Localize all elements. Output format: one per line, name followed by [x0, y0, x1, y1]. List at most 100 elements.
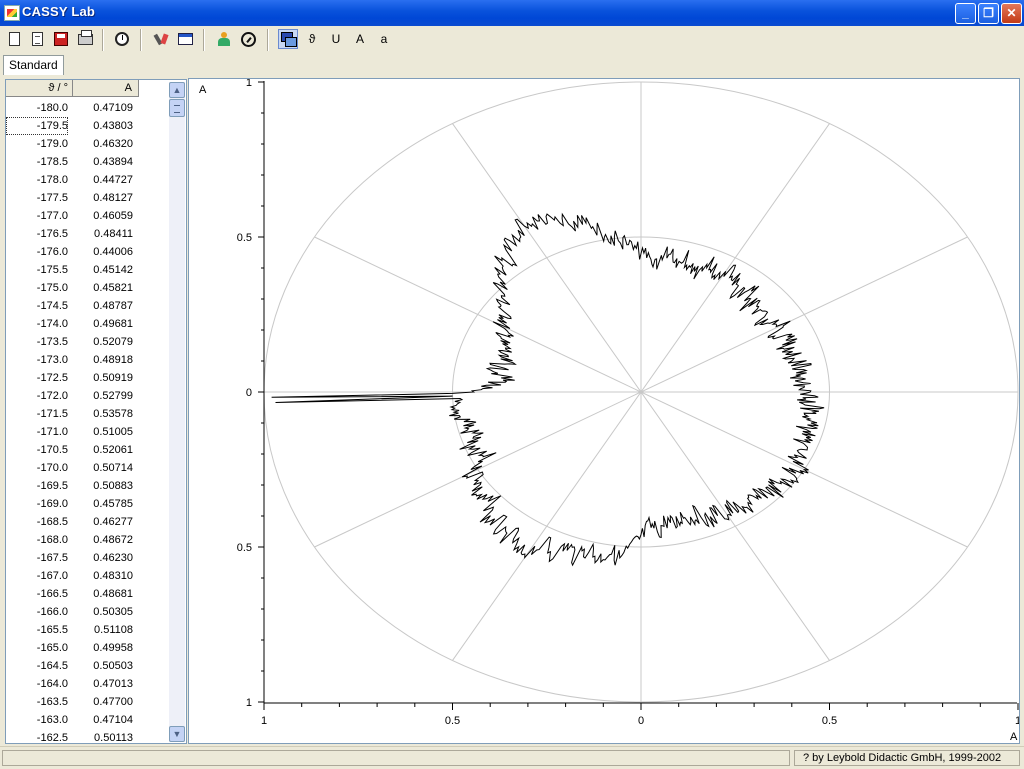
table-row[interactable]: -176.5 0.48411: [6, 225, 166, 243]
scroll-down-button[interactable]: ▼: [169, 726, 185, 742]
cell-amplitude[interactable]: 0.50113: [94, 732, 133, 744]
cell-angle[interactable]: -169.5: [36, 480, 68, 492]
table-row[interactable]: -169.5 0.50883: [6, 477, 166, 495]
cell-amplitude[interactable]: 0.48787: [93, 300, 133, 312]
table-row[interactable]: -165.5 0.51108: [6, 621, 166, 639]
cell-amplitude[interactable]: 0.48127: [93, 192, 133, 204]
print-button[interactable]: [75, 29, 95, 49]
cell-amplitude[interactable]: 0.50919: [93, 372, 133, 384]
cell-angle[interactable]: -178.5: [36, 156, 68, 168]
table-row[interactable]: -163.0 0.47104: [6, 711, 166, 729]
new-button[interactable]: [4, 29, 24, 49]
cell-amplitude[interactable]: 0.49958: [93, 642, 133, 654]
cell-amplitude[interactable]: 0.49681: [93, 318, 133, 330]
table-row[interactable]: -162.5 0.50113: [6, 729, 166, 744]
save-button[interactable]: [51, 29, 71, 49]
table-row[interactable]: -180.0 0.47109: [6, 99, 166, 117]
table-row[interactable]: -163.5 0.47700: [6, 693, 166, 711]
table-row[interactable]: -166.0 0.50305: [6, 603, 166, 621]
cell-angle[interactable]: -164.0: [36, 678, 68, 690]
column-header-angle[interactable]: ϑ / °: [6, 80, 73, 97]
cell-angle[interactable]: -175.5: [36, 264, 68, 276]
cell-amplitude[interactable]: 0.48681: [93, 588, 133, 600]
cell-amplitude[interactable]: 0.46059: [93, 210, 133, 222]
table-row[interactable]: -178.5 0.43894: [6, 153, 166, 171]
cell-angle[interactable]: -171.0: [36, 426, 68, 438]
table-row[interactable]: -167.0 0.48310: [6, 567, 166, 585]
table-row[interactable]: -170.5 0.52061: [6, 441, 166, 459]
cell-angle[interactable]: -180.0: [36, 102, 68, 114]
title-bar[interactable]: CASSY Lab _ ❐ ✕: [0, 0, 1024, 26]
settings-button[interactable]: [151, 29, 171, 49]
table-row[interactable]: -176.0 0.44006: [6, 243, 166, 261]
cell-angle[interactable]: -174.5: [36, 300, 68, 312]
table-row[interactable]: -179.5 0.43803: [6, 117, 166, 135]
table-row[interactable]: -168.5 0.46277: [6, 513, 166, 531]
cell-amplitude[interactable]: 0.52079: [93, 336, 133, 348]
cell-amplitude[interactable]: 0.52061: [93, 444, 133, 456]
cell-angle[interactable]: -166.5: [36, 588, 68, 600]
cell-amplitude[interactable]: 0.47109: [93, 102, 133, 114]
cell-amplitude[interactable]: 0.46277: [93, 516, 133, 528]
table-row[interactable]: -177.5 0.48127: [6, 189, 166, 207]
cell-angle[interactable]: -171.5: [36, 408, 68, 420]
cell-angle[interactable]: -163.0: [36, 714, 68, 726]
cell-angle[interactable]: -173.0: [36, 354, 68, 366]
cell-amplitude[interactable]: 0.43894: [93, 156, 133, 168]
cell-amplitude[interactable]: 0.44006: [93, 246, 133, 258]
cell-angle[interactable]: -175.0: [36, 282, 68, 294]
table-row[interactable]: -179.0 0.46320: [6, 135, 166, 153]
plot-panel[interactable]: A A 1 0.5 0 0.5 1 1 0.5 0 0.5 1: [188, 78, 1020, 744]
table-scrollbar[interactable]: ▲ ▼: [169, 82, 185, 742]
cell-angle[interactable]: -170.5: [36, 444, 68, 456]
cell-angle[interactable]: -168.0: [36, 534, 68, 546]
cell-amplitude[interactable]: 0.46230: [93, 552, 133, 564]
theta-button[interactable]: ϑ: [308, 32, 316, 46]
cell-angle[interactable]: -167.0: [36, 570, 68, 582]
table-row[interactable]: -170.0 0.50714: [6, 459, 166, 477]
cell-angle[interactable]: -168.5: [36, 516, 68, 528]
table-row[interactable]: -174.5 0.48787: [6, 297, 166, 315]
table-row[interactable]: -173.5 0.52079: [6, 333, 166, 351]
cell-angle[interactable]: -178.0: [36, 174, 68, 186]
cell-amplitude[interactable]: 0.45142: [93, 264, 133, 276]
text-a-lower-button[interactable]: a: [380, 32, 388, 46]
cell-amplitude[interactable]: 0.48918: [93, 354, 133, 366]
cell-angle[interactable]: -176.0: [36, 246, 68, 258]
cell-amplitude[interactable]: 0.48310: [93, 570, 133, 582]
cell-amplitude[interactable]: 0.47700: [93, 696, 133, 708]
cell-amplitude[interactable]: 0.53578: [93, 408, 133, 420]
table-row[interactable]: -172.0 0.52799: [6, 387, 166, 405]
table-row[interactable]: -174.0 0.49681: [6, 315, 166, 333]
table-row[interactable]: -175.5 0.45142: [6, 261, 166, 279]
person-button[interactable]: [214, 29, 234, 49]
display-button[interactable]: [175, 29, 195, 49]
table-row[interactable]: -172.5 0.50919: [6, 369, 166, 387]
cell-angle[interactable]: -170.0: [36, 462, 68, 474]
table-row[interactable]: -171.0 0.51005: [6, 423, 166, 441]
cell-amplitude[interactable]: 0.45821: [93, 282, 133, 294]
text-a-upper-button[interactable]: A: [355, 32, 364, 46]
restore-button[interactable]: ❐: [978, 3, 999, 24]
cell-amplitude[interactable]: 0.50714: [93, 462, 133, 474]
cell-angle[interactable]: -167.5: [36, 552, 68, 564]
cell-amplitude[interactable]: 0.48672: [93, 534, 133, 546]
cell-amplitude[interactable]: 0.45785: [93, 498, 133, 510]
cell-amplitude[interactable]: 0.52799: [93, 390, 133, 402]
cell-amplitude[interactable]: 0.50305: [93, 606, 133, 618]
measure-button[interactable]: [112, 29, 132, 49]
cell-angle[interactable]: -165.0: [36, 642, 68, 654]
table-row[interactable]: -173.0 0.48918: [6, 351, 166, 369]
close-button[interactable]: ✕: [1001, 3, 1022, 24]
cell-angle[interactable]: -177.0: [36, 210, 68, 222]
table-row[interactable]: -164.5 0.50503: [6, 657, 166, 675]
column-header-a[interactable]: A: [73, 80, 139, 97]
cell-amplitude[interactable]: 0.47013: [93, 678, 133, 690]
cell-angle[interactable]: -174.0: [36, 318, 68, 330]
cell-angle[interactable]: -169.0: [36, 498, 68, 510]
layers-button[interactable]: [278, 29, 298, 49]
cell-angle[interactable]: -166.0: [36, 606, 68, 618]
cell-angle[interactable]: -173.5: [36, 336, 68, 348]
cell-angle[interactable]: -179.0: [36, 138, 68, 150]
cell-amplitude[interactable]: 0.51005: [93, 426, 133, 438]
